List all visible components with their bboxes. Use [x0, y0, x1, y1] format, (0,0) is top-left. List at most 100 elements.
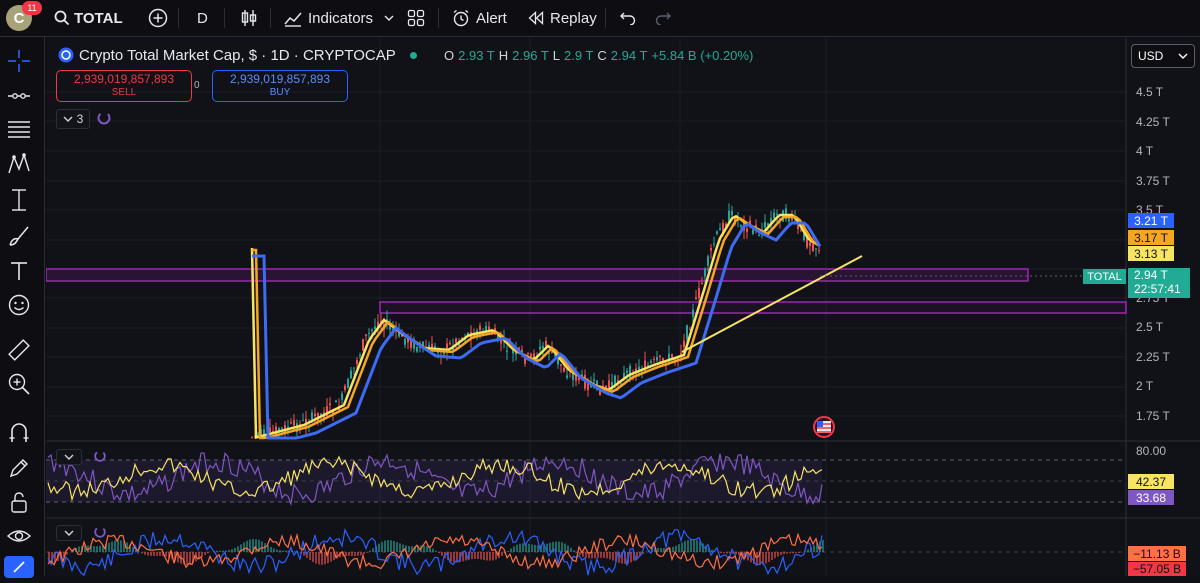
- indicators-collapse-button[interactable]: 3: [56, 109, 90, 129]
- macd-bar: [78, 547, 80, 552]
- macd-bar: [423, 546, 425, 552]
- measure-icon[interactable]: [6, 187, 32, 213]
- macd-bar: [780, 552, 782, 555]
- candle-body: [776, 214, 778, 215]
- indicators-button[interactable]: Indicators: [284, 0, 373, 36]
- loading-icon: [96, 110, 112, 126]
- divider: [178, 8, 179, 28]
- macd-bar: [207, 552, 209, 553]
- symbol-price-tag: TOTAL: [1083, 269, 1126, 284]
- macd-bar: [156, 552, 158, 556]
- macd-bar: [186, 552, 188, 565]
- macd-bar: [696, 540, 698, 552]
- candle-body: [713, 244, 715, 245]
- divider: [270, 8, 271, 28]
- stay-drawing-icon[interactable]: [6, 455, 32, 481]
- rsi-collapse-button[interactable]: [56, 449, 82, 465]
- macd-bar: [534, 545, 536, 552]
- rsi-upper-tick: 80.00: [1136, 444, 1166, 458]
- object-tree-button[interactable]: [4, 556, 34, 578]
- macd-bar: [768, 552, 770, 562]
- lock-icon[interactable]: [6, 489, 32, 515]
- change-value: +5.84 B (+0.20%): [651, 48, 753, 63]
- crosshair-icon[interactable]: [6, 48, 32, 74]
- indicators-label: Indicators: [308, 10, 373, 27]
- candle-body: [662, 358, 664, 361]
- macd-bar: [216, 551, 218, 552]
- macd-bar: [150, 552, 152, 556]
- macd-histogram: [48, 539, 824, 565]
- candle-body: [788, 219, 790, 222]
- symbol-label: TOTAL: [74, 10, 123, 27]
- macd-bar: [285, 551, 287, 552]
- emoji-icon[interactable]: [6, 292, 32, 318]
- symbol-legend[interactable]: Crypto Total Market Cap, $ · 1D · CRYPTO…: [58, 44, 417, 66]
- chart-canvas[interactable]: [46, 38, 1200, 576]
- brush-icon[interactable]: [6, 223, 32, 249]
- macd-collapse-button[interactable]: [56, 525, 82, 541]
- candle-body: [671, 354, 673, 357]
- currency-select[interactable]: USD: [1131, 44, 1195, 68]
- replay-button[interactable]: Replay: [528, 0, 597, 36]
- pattern-icon[interactable]: [6, 151, 32, 177]
- sell-price: 2,939,019,857,893: [74, 72, 174, 86]
- macd-bar: [303, 552, 305, 556]
- candle-body: [809, 242, 811, 245]
- divider: [605, 8, 606, 28]
- chart-area[interactable]: [46, 38, 1200, 576]
- high-value: 2.96 T: [512, 48, 549, 63]
- symbol-search[interactable]: TOTAL: [54, 0, 123, 36]
- macd-bar: [219, 551, 221, 552]
- candle-body: [281, 428, 283, 429]
- sell-button[interactable]: 2,939,019,857,893 SELL: [56, 70, 192, 102]
- candle-body: [686, 325, 688, 339]
- buy-button[interactable]: 2,939,019,857,893 BUY: [212, 70, 348, 102]
- macd-bar: [228, 550, 230, 552]
- macd-bar: [657, 548, 659, 552]
- price-tick: 4.5 T: [1136, 85, 1163, 99]
- eye-icon[interactable]: [6, 523, 32, 549]
- interval-button[interactable]: D: [197, 0, 208, 36]
- low-label: L: [553, 48, 560, 63]
- ma-yellow-price-tag: 3.13 T: [1128, 246, 1174, 261]
- candle-body: [716, 231, 718, 233]
- candle-body: [815, 248, 817, 249]
- macd-bar: [426, 546, 428, 552]
- divider: [438, 8, 439, 28]
- fib-lines-icon[interactable]: [6, 117, 32, 143]
- text-icon[interactable]: [6, 258, 32, 284]
- chart-type-button[interactable]: [240, 0, 258, 36]
- magnet-icon[interactable]: [6, 420, 32, 446]
- undo-button[interactable]: [620, 0, 636, 36]
- macd-bar: [279, 550, 281, 552]
- last-price-tag: 2.94 T 22:57:41: [1128, 268, 1190, 298]
- ruler-icon[interactable]: [6, 337, 32, 363]
- macd-bar: [600, 552, 602, 558]
- candle-body: [797, 225, 799, 229]
- layouts-button[interactable]: [407, 0, 425, 36]
- us-flag-event-icon[interactable]: [814, 417, 834, 437]
- macd-bar: [453, 552, 455, 562]
- compare-button[interactable]: [148, 0, 168, 36]
- zoom-in-icon[interactable]: [6, 371, 32, 397]
- alert-button[interactable]: Alert: [452, 0, 507, 36]
- candle-body: [368, 333, 370, 334]
- macd-bar: [516, 545, 518, 552]
- candle-body: [290, 422, 292, 423]
- macd-bar: [789, 552, 791, 553]
- macd-bar: [594, 552, 596, 558]
- redo-button[interactable]: [655, 0, 671, 36]
- price-tick: 2.25 T: [1136, 350, 1170, 364]
- macd-bar: [579, 552, 581, 555]
- macd-bar: [774, 552, 776, 558]
- trend-line-icon[interactable]: [6, 83, 32, 109]
- currency-label: USD: [1138, 49, 1163, 63]
- macd-bar: [165, 552, 167, 557]
- macd-bar: [324, 552, 326, 564]
- macd-bar: [354, 552, 356, 556]
- macd-bar: [549, 543, 551, 552]
- indicators-dropdown[interactable]: [383, 0, 395, 36]
- loading-icon: [93, 525, 107, 539]
- macd-bar: [366, 552, 368, 553]
